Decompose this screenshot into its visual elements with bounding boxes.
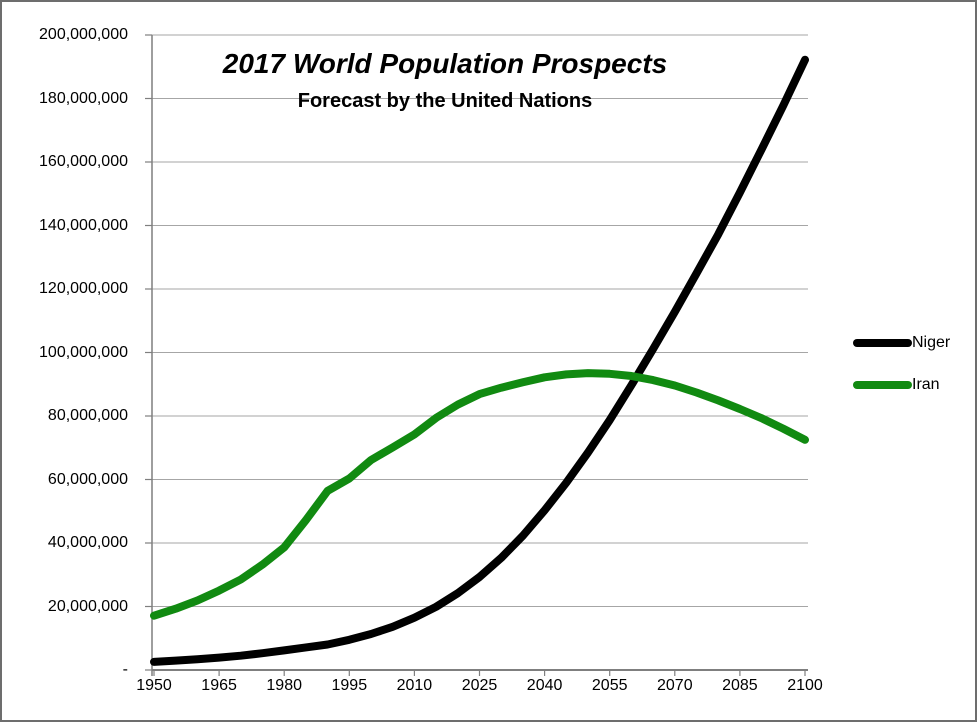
y-axis-tick-label: 140,000,000 (39, 216, 128, 234)
legend-item-iran: Iran (853, 376, 950, 393)
y-axis-tick-label: 60,000,000 (47, 470, 128, 488)
x-axis-tick-label: 2085 (722, 677, 758, 694)
y-axis-tick-label: 80,000,000 (47, 407, 128, 424)
legend: Niger Iran (853, 334, 950, 418)
x-axis-tick-label: 1980 (266, 677, 302, 694)
x-axis-tick-label: 2010 (396, 677, 433, 694)
y-axis-tick-label: 100,000,000 (39, 343, 128, 361)
iran-series-line (150, 369, 809, 620)
chart-subtitle: Forecast by the United Nations (297, 90, 593, 112)
legend-line-swatch (853, 338, 912, 347)
x-axis-tick-label: 2055 (591, 677, 628, 694)
x-axis-tick-label: 2025 (461, 677, 498, 694)
y-axis-tick-label: 120,000,000 (39, 280, 128, 297)
x-axis-tick-label: 2070 (657, 677, 693, 694)
x-axis-tick-label: 1965 (201, 677, 237, 694)
y-axis-tick-label: 180,000,000 (39, 89, 128, 107)
x-axis-tick-label: 2040 (526, 677, 563, 694)
y-axis-tick-label: 200,000,000 (39, 26, 128, 43)
x-axis-tick-label: 1950 (136, 677, 172, 694)
legend-label: Iran (912, 376, 940, 393)
legend-label: Niger (912, 334, 951, 351)
chart-title: 2017 World Population Prospects (222, 48, 668, 79)
y-axis-tick-label: 40,000,000 (47, 534, 128, 551)
x-axis-tick-label: 1995 (331, 677, 368, 694)
legend-line-swatch (853, 380, 912, 389)
y-axis-tick-label: - (122, 661, 128, 678)
x-axis-tick-label: 2100 (787, 677, 823, 694)
y-axis-tick-label: 20,000,000 (47, 597, 128, 615)
niger-series-line (150, 55, 809, 666)
y-axis-tick-label: 160,000,000 (39, 153, 128, 170)
legend-item-niger: Niger (853, 334, 950, 351)
